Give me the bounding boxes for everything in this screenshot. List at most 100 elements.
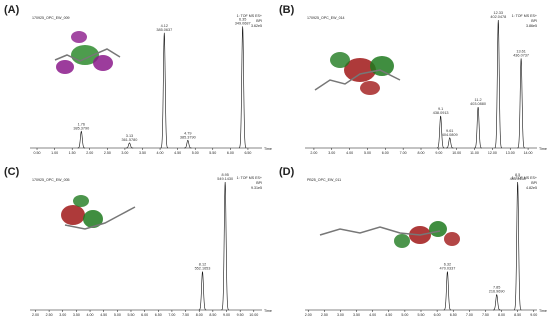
peak-mz: 436.0737 <box>513 53 529 57</box>
x-tick-label: 2.00 <box>86 151 93 155</box>
x-tick-label: 9.00 <box>530 313 537 317</box>
peak-time: 4.12 <box>161 24 168 28</box>
peak <box>494 19 503 149</box>
peak-mz: 385.3790 <box>73 126 89 130</box>
x-axis-label: Time <box>539 309 547 313</box>
peak <box>238 26 247 149</box>
x-tick-label: 9.00 <box>223 313 230 317</box>
x-tick-label: 1.50 <box>69 151 76 155</box>
trace: BPI <box>531 19 537 23</box>
x-tick-label: 8.50 <box>209 313 216 317</box>
x-tick-label: 9.00 <box>435 151 442 155</box>
x-tick-label: 2.00 <box>310 151 317 155</box>
peak-time: 9.61 <box>446 129 453 133</box>
x-tick-label: 14.00 <box>524 151 533 155</box>
x-tick-label: 4.50 <box>385 313 392 317</box>
peak <box>125 142 134 149</box>
x-tick-label: 3.00 <box>337 313 344 317</box>
x-tick-label: 2.50 <box>46 313 53 317</box>
peak-time: 1.76 <box>78 122 85 126</box>
peak <box>443 271 452 311</box>
intensity: 3.86e5 <box>526 24 537 28</box>
x-axis-label: Time <box>264 309 272 313</box>
x-tick-label: 5.00 <box>114 313 121 317</box>
peak-time: 7.85 <box>493 286 500 290</box>
x-tick-label: 4.00 <box>157 151 164 155</box>
x-tick-label: 5.50 <box>127 313 134 317</box>
x-tick-label: 6.50 <box>155 313 162 317</box>
peak-time: 8.12 <box>199 263 206 267</box>
peak-time: 6.32 <box>444 263 451 267</box>
peak <box>513 181 522 311</box>
peak <box>160 32 169 149</box>
peak-mz: 361.5780 <box>122 138 138 142</box>
x-tick-label: 3.00 <box>328 151 335 155</box>
x-tick-label: 5.50 <box>418 313 425 317</box>
x-tick-label: 11.00 <box>470 151 479 155</box>
peak-mz: 438.0913 <box>433 111 449 115</box>
x-tick-label: 4.00 <box>346 151 353 155</box>
x-tick-label: 3.50 <box>73 313 80 317</box>
detector: 1: TOF MS ES+ <box>237 14 262 18</box>
peak-mz: 385.3790 <box>180 135 196 139</box>
peak-mz: 403.0880 <box>470 102 486 106</box>
peak <box>221 181 229 311</box>
x-tick-label: 2.50 <box>104 151 111 155</box>
peak-time: 4.79 <box>184 131 191 135</box>
peak <box>517 58 525 149</box>
trace: BPI <box>256 181 262 185</box>
x-tick-label: 2.00 <box>32 313 39 317</box>
x-tick-label: 5.00 <box>364 151 371 155</box>
x-tick-label: 10.00 <box>452 151 461 155</box>
peak-time: 11.2 <box>475 98 482 102</box>
peak-mz: 385.0637 <box>156 28 172 32</box>
peak-mz: 552.1653 <box>195 267 211 271</box>
peak <box>77 130 86 149</box>
x-tick-label: 5.50 <box>209 151 216 155</box>
x-tick-label: 7.50 <box>182 313 189 317</box>
molecule-d <box>319 221 460 248</box>
panel-label: (D) <box>279 166 295 178</box>
peak-time: 8.5 <box>515 173 520 177</box>
peak-time: 9.1 <box>438 107 443 111</box>
peak <box>446 137 454 149</box>
x-tick-label: 2.50 <box>321 313 328 317</box>
run-title: 170925_OPC_EW_009 <box>32 16 70 20</box>
peak-time: 13.61 <box>516 49 526 53</box>
peak <box>474 106 482 149</box>
x-tick-label: 6.00 <box>141 313 148 317</box>
panel: (A) 170925_OPC_EW_009 1: TOF MS ES+BPI3.62… <box>4 4 272 155</box>
x-tick-label: 6.50 <box>450 313 457 317</box>
peak-time: 3.13 <box>126 134 133 138</box>
run-title: 170925_OPC_EW_014 <box>307 16 345 20</box>
x-tick-label: 7.00 <box>466 313 473 317</box>
x-tick-label: 3.00 <box>59 313 66 317</box>
peak-time: 8.95 <box>221 173 228 177</box>
x-tick-label: 6.00 <box>227 151 234 155</box>
panel-label: (C) <box>4 166 20 178</box>
x-tick-label: 3.00 <box>121 151 128 155</box>
intensity: 4.82e5 <box>526 186 537 190</box>
peak-mz: 349.0687 <box>235 21 251 25</box>
x-tick-label: 2.00 <box>305 313 312 317</box>
x-tick-label: 12.00 <box>488 151 497 155</box>
molecule-b <box>314 52 401 95</box>
x-tick-label: 8.00 <box>418 151 425 155</box>
x-tick-label: 3.50 <box>353 313 360 317</box>
trace: BPI <box>531 181 537 185</box>
intensity: 3.62e5 <box>251 24 262 28</box>
peak <box>436 115 445 149</box>
detector: 1: TOF MS ES+ <box>512 14 537 18</box>
x-tick-label: 9.50 <box>237 313 244 317</box>
peak <box>493 293 501 311</box>
detector: 1: TOF MS ES+ <box>512 176 537 180</box>
panel: (C) 170925_OPC_EW_005 1: TOF MS ES+BPI9.31… <box>4 166 272 317</box>
panel: (B) 170925_OPC_EW_014 1: TOF MS ES+BPI3.86… <box>279 4 547 155</box>
x-tick-label: 13.00 <box>506 151 515 155</box>
detector: 1: TOF MS ES+ <box>237 176 262 180</box>
x-tick-label: 5.00 <box>401 313 408 317</box>
peak-mz: 455.0458 <box>510 177 526 181</box>
peak-mz: 402.0478 <box>490 15 506 19</box>
molecule-a <box>54 31 121 74</box>
